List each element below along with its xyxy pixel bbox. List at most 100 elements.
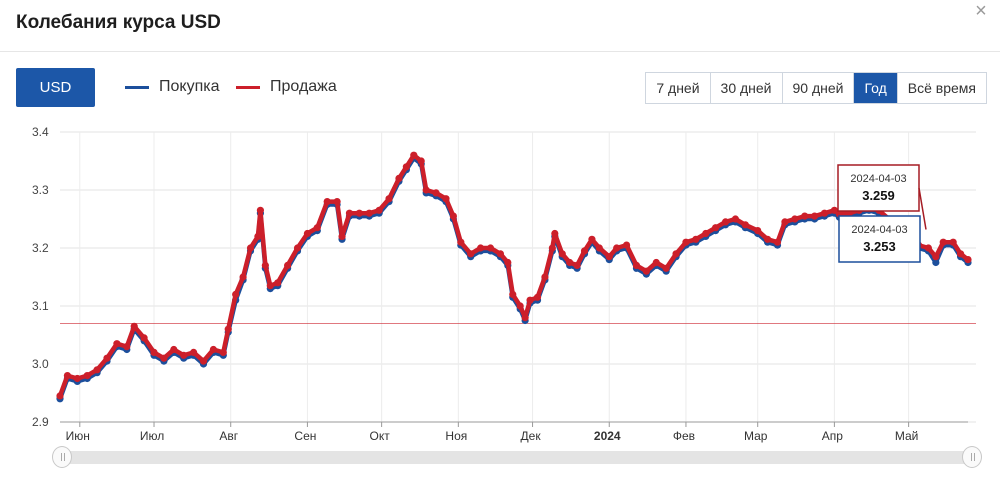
y-tick-label: 3.0: [32, 357, 49, 371]
period-30-days-button[interactable]: 30 дней: [709, 73, 782, 103]
tooltip-value: 3.253: [863, 239, 896, 254]
data-point: [123, 343, 131, 351]
data-point: [504, 258, 512, 267]
data-point: [333, 198, 341, 206]
data-point: [140, 334, 148, 342]
close-icon[interactable]: ×: [975, 0, 987, 22]
data-point: [150, 348, 158, 356]
tooltip-sell: 2024-04-03 3.259: [837, 164, 920, 212]
data-point: [224, 325, 232, 333]
x-tick-label: Окт: [370, 429, 391, 443]
x-tick-label: Май: [895, 429, 919, 443]
legend-label-buy: Покупка: [159, 78, 220, 95]
rate-chart[interactable]: 2.9 3.0 3.1 3.2 3.3 3.4 Июн Июл Авг Сен Окт Ноя Дек 2…: [0, 118, 1000, 448]
data-point: [702, 229, 710, 238]
y-tick-label: 2.9: [32, 415, 49, 429]
data-point: [521, 314, 529, 322]
page-title: Колебания курса USD: [16, 12, 221, 33]
period-all-time-button[interactable]: Всё время: [896, 73, 986, 103]
data-point: [130, 322, 138, 330]
data-point: [246, 244, 255, 252]
data-point: [548, 244, 556, 252]
data-point: [613, 244, 621, 252]
data-point: [692, 235, 700, 243]
data-point: [605, 253, 613, 261]
data-point: [820, 209, 829, 217]
period-year-button[interactable]: Год: [853, 73, 897, 103]
x-tick-label: Июн: [66, 429, 90, 443]
tooltip-box: [838, 215, 921, 263]
data-point: [199, 357, 208, 365]
legend-swatch-buy: [125, 85, 149, 89]
data-point: [533, 293, 542, 301]
data-point: [791, 215, 799, 223]
period-90-days-button[interactable]: 90 дней: [781, 73, 854, 103]
data-point: [672, 250, 680, 258]
data-point: [773, 238, 782, 246]
data-point: [754, 227, 762, 235]
x-tick-label: Авг: [219, 429, 238, 443]
legend-label-sell: Продажа: [270, 78, 337, 95]
tooltip-connector: [918, 187, 927, 230]
data-point: [588, 235, 596, 243]
data-point: [496, 250, 504, 258]
range-slider-track[interactable]: [56, 451, 973, 464]
data-point: [256, 206, 265, 214]
modal-header: Колебания курса USD ×: [0, 0, 1000, 52]
y-tick-label: 3.2: [32, 241, 49, 255]
data-point: [580, 247, 589, 255]
x-tick-label: Дек: [521, 429, 542, 443]
x-tick-label: Апр: [822, 429, 844, 443]
x-tick-label: Июл: [140, 429, 164, 443]
data-point: [274, 279, 282, 287]
data-point: [781, 218, 789, 226]
currency-select-button[interactable]: USD: [16, 68, 95, 107]
data-point: [345, 209, 354, 217]
period-7-days-button[interactable]: 7 дней: [646, 73, 710, 103]
data-point: [801, 212, 809, 220]
legend-swatch-sell: [236, 85, 260, 89]
data-point: [712, 224, 720, 232]
data-point: [395, 174, 403, 182]
data-point: [239, 273, 247, 281]
data-point: [190, 348, 198, 356]
data-point: [516, 302, 524, 310]
data-point: [63, 372, 72, 380]
data-point: [457, 238, 465, 246]
data-point: [170, 345, 178, 354]
data-point: [410, 151, 418, 159]
data-point: [417, 157, 425, 165]
y-tick-label: 3.3: [32, 183, 49, 197]
data-point: [303, 229, 312, 238]
data-point: [476, 244, 485, 252]
data-point: [682, 238, 690, 246]
data-point: [73, 374, 81, 383]
data-point: [93, 366, 101, 374]
data-point: [385, 195, 393, 203]
legend-item-sell[interactable]: Продажа: [236, 78, 337, 96]
data-point: [551, 229, 559, 238]
data-point: [811, 212, 819, 220]
data-point: [56, 392, 64, 400]
data-point: [652, 258, 660, 267]
data-point: [541, 273, 549, 281]
range-slider-left-handle[interactable]: [52, 446, 72, 468]
legend-item-buy[interactable]: Покупка: [125, 78, 220, 96]
data-point: [375, 206, 383, 214]
data-point: [442, 195, 450, 203]
data-point: [566, 258, 574, 267]
data-point: [642, 267, 650, 275]
data-point: [741, 221, 749, 229]
data-point: [323, 198, 331, 206]
data-point: [449, 212, 457, 220]
data-point: [573, 261, 581, 269]
data-point: [209, 345, 217, 354]
x-tick-label: Мар: [744, 429, 768, 443]
data-point: [284, 261, 292, 269]
data-point: [160, 354, 168, 362]
data-point: [467, 250, 475, 258]
data-point: [558, 250, 566, 258]
range-slider-right-handle[interactable]: [962, 446, 982, 468]
data-point: [939, 238, 947, 246]
tooltip-value: 3.259: [862, 188, 895, 203]
